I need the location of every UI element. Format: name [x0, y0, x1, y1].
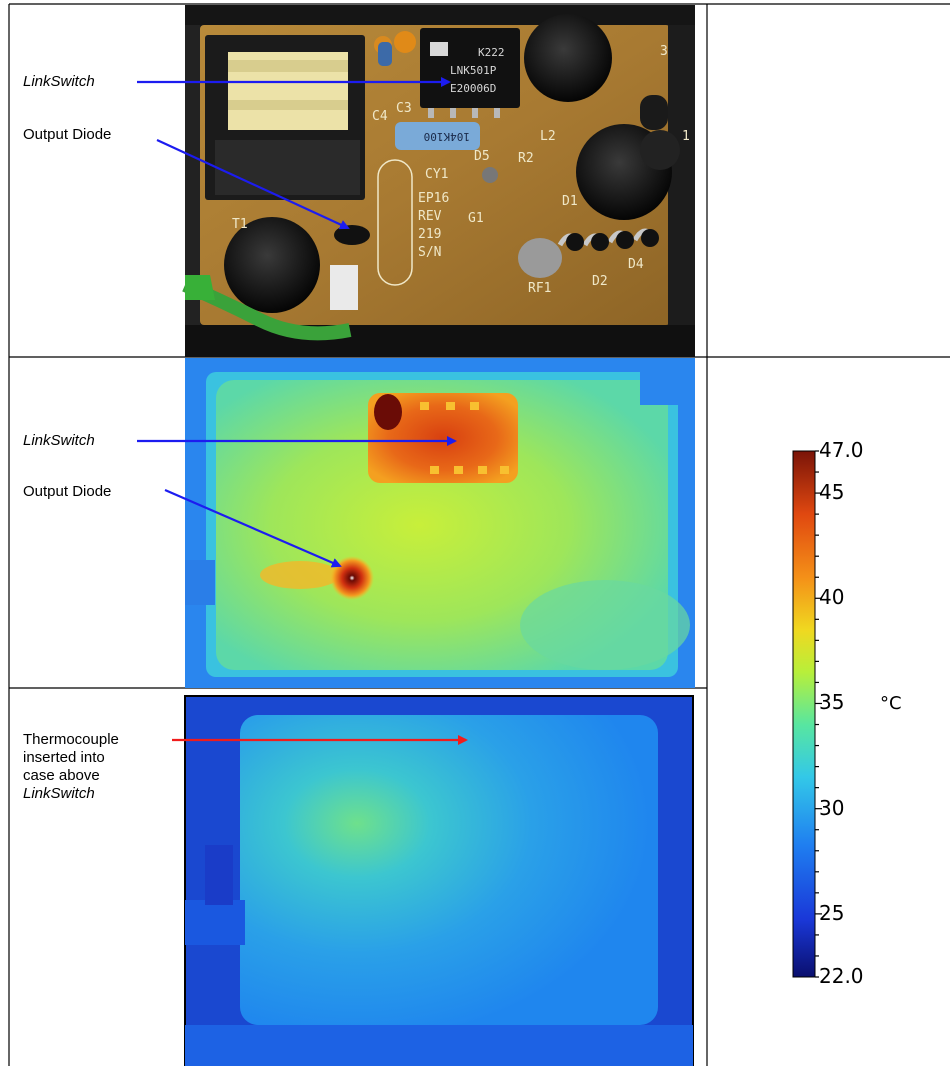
board-marking-2: REV	[418, 209, 442, 224]
thermal-board-image	[185, 358, 695, 688]
label-linkswitch-thermal: LinkSwitch	[23, 432, 95, 449]
ref-r2: R2	[518, 151, 534, 166]
label-output-diode-thermal: Output Diode	[23, 483, 112, 500]
annotation-arrows	[137, 77, 468, 745]
thermocouple-line-4: LinkSwitch	[23, 785, 95, 802]
colorbar	[792, 450, 822, 978]
chip-marking-2: LNK501P	[450, 64, 497, 77]
ref-t1: T1	[232, 217, 248, 232]
ref-d1: D1	[562, 194, 578, 209]
board-marking-1: EP16	[418, 191, 449, 206]
colorbar-tick-45: 45	[819, 480, 845, 505]
thermocouple-line-1: Thermocouple	[23, 731, 119, 748]
arrow-output-diode-thermal	[164, 488, 342, 568]
chip-marking-3: E20006D	[450, 82, 496, 95]
label-output-diode-photo: Output Diode	[23, 126, 112, 143]
colorbar-tick-22: 22.0	[819, 964, 864, 988]
ref-rf1: RF1	[528, 281, 551, 296]
ref-d2: D2	[592, 274, 608, 289]
pcb-photo: K222 LNK501P E20006D 104K100 EP16 REV 21…	[182, 5, 695, 357]
chip-marking-1: K222	[478, 46, 505, 59]
ref-c3: C3	[396, 101, 412, 116]
board-marking-3: 219	[418, 227, 441, 242]
ref-d5: D5	[474, 149, 490, 164]
colorbar-tick-47: 47.0	[819, 438, 864, 462]
colorbar-tick-40: 40	[819, 585, 845, 610]
thermocouple-line-3: case above	[23, 767, 100, 784]
colorbar-tick-30: 30	[819, 795, 845, 820]
thermocouple-line-2: inserted into	[23, 749, 105, 766]
ref-3: 3	[660, 44, 668, 59]
ref-l2: L2	[540, 129, 556, 144]
ref-c4: C4	[372, 109, 388, 124]
ref-d4: D4	[628, 257, 644, 272]
colorbar-tick-35: 35	[819, 690, 845, 715]
ref-g1: G1	[468, 211, 484, 226]
thermal-case-image	[184, 695, 694, 1066]
label-thermocouple: Thermocouple inserted into case above Li…	[23, 731, 119, 803]
arrow-output-diode-photo	[156, 139, 350, 230]
colorbar-tick-25: 25	[819, 900, 845, 925]
board-marking-4: S/N	[418, 245, 441, 260]
label-linkswitch-photo: LinkSwitch	[23, 73, 95, 90]
capacitor-marking: 104K100	[424, 130, 470, 143]
ref-1: 1	[682, 129, 690, 144]
ref-cy1: CY1	[425, 167, 448, 182]
colorbar-unit: °C	[880, 693, 902, 715]
